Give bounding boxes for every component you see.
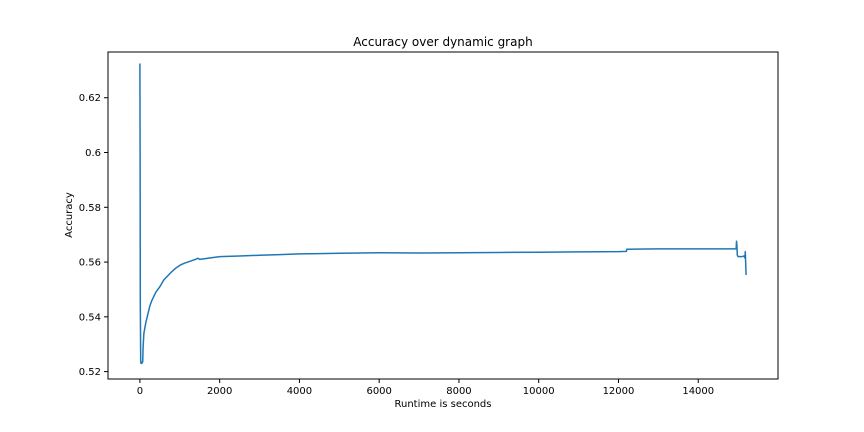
x-tick-label: 6000 (366, 386, 391, 397)
y-tick-label: 0.56 (79, 258, 101, 269)
y-ticks: 0.52 0.54 0.56 0.58 0.6 0.62 (79, 93, 108, 378)
y-axis-label: Accuracy (64, 192, 75, 238)
y-tick-label: 0.54 (79, 312, 101, 323)
y-tick-label: 0.58 (79, 203, 101, 214)
x-tick-label: 4000 (287, 386, 312, 397)
x-tick-label: 0 (137, 386, 143, 397)
y-tick-label: 0.6 (85, 148, 101, 159)
x-tick-label: 14000 (682, 386, 714, 397)
x-tick-label: 10000 (523, 386, 555, 397)
plot-layer (139, 63, 747, 365)
x-tick-label: 2000 (207, 386, 232, 397)
x-axis-label: Runtime is seconds (395, 399, 492, 410)
x-ticks: 0 2000 4000 6000 8000 10000 12000 14000 (137, 379, 714, 397)
accuracy-series-line (139, 63, 747, 365)
plot-frame (107, 51, 779, 380)
y-tick-label: 0.62 (79, 93, 101, 104)
y-tick-label: 0.52 (79, 367, 101, 378)
x-tick-label: 8000 (446, 386, 471, 397)
x-tick-label: 12000 (603, 386, 635, 397)
chart-title: Accuracy over dynamic graph (353, 35, 532, 49)
